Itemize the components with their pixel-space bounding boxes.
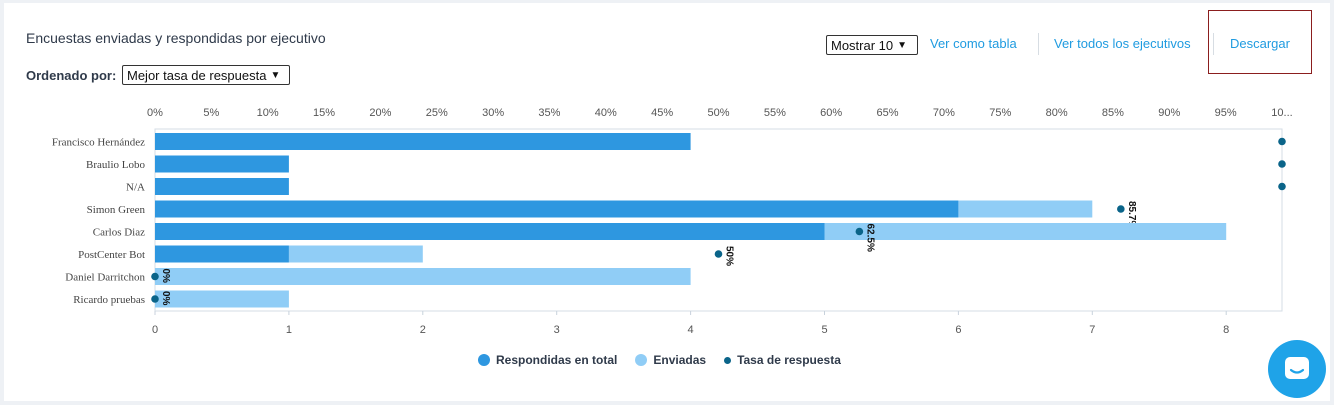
plot-area — [154, 128, 1283, 312]
top-tick-label: 70% — [933, 107, 955, 119]
top-tick-label: 50% — [707, 107, 729, 119]
bar-chart: 0% 5% 10% 15% 20% 25% 30% 35% 40% 45% 50% 55% 60% 65%… — [52, 107, 1293, 336]
top-tick-label: 5% — [203, 107, 219, 119]
rate-label: 62.5% — [864, 224, 875, 252]
chart-card: Encuestas enviadas y respondidas por eje… — [4, 3, 1330, 401]
legend-label: Tasa de respuesta — [737, 353, 841, 367]
chevron-down-icon: ▼ — [270, 69, 281, 81]
rate-label: 85.7% — [1126, 201, 1137, 229]
rate-point[interactable] — [1278, 182, 1286, 191]
rate-point[interactable] — [855, 227, 864, 236]
legend-swatch — [724, 356, 732, 364]
rate-point[interactable] — [151, 272, 159, 281]
x-tick-label: 8 — [1223, 324, 1229, 336]
rate-point[interactable] — [714, 250, 723, 258]
bar-respondidas[interactable] — [155, 178, 289, 195]
bar-enviadas[interactable] — [824, 223, 1227, 240]
top-tick-label: 15% — [313, 107, 335, 119]
view-all-link[interactable]: Ver todos los ejecutivos — [1054, 36, 1191, 51]
x-tick-label: 5 — [821, 324, 827, 336]
legend-swatch — [635, 354, 648, 366]
top-tick-label: 30% — [482, 107, 504, 119]
legend-swatch — [478, 354, 490, 366]
category-label: Braulio Lobo — [86, 159, 145, 171]
rate-point[interactable] — [1117, 205, 1125, 213]
sort-label: Ordenado por: — [26, 68, 117, 83]
download-highlight-box — [1208, 10, 1312, 74]
chart-title: Encuestas enviadas y respondidas por eje… — [26, 30, 326, 46]
top-tick-label: 25% — [426, 107, 448, 119]
view-table-link[interactable]: Ver como tabla — [930, 36, 1017, 51]
legend-item-enviadas[interactable]: Enviadas — [635, 353, 706, 367]
legend-item-tasa[interactable]: Tasa de respuesta — [724, 353, 841, 367]
rate-label: 0% — [160, 291, 171, 306]
x-tick-label: 3 — [554, 324, 560, 336]
category-label: N/A — [126, 182, 145, 194]
bar-enviadas[interactable] — [155, 268, 691, 285]
bar-enviadas[interactable] — [958, 200, 1093, 218]
rate-point[interactable] — [151, 295, 159, 303]
chevron-down-icon: ▼ — [897, 39, 908, 51]
bar-enviadas[interactable] — [288, 245, 423, 263]
top-tick-label: 20% — [369, 107, 391, 119]
download-link[interactable]: Descargar — [1230, 36, 1290, 51]
category-label: PostCenter Bot — [78, 249, 145, 261]
x-tick-label: 4 — [688, 324, 694, 336]
top-tick-label: 10... — [1271, 107, 1292, 119]
chart-legend: Respondidas en total Enviadas Tasa de re… — [478, 353, 841, 367]
top-tick-label: 45% — [651, 107, 673, 119]
top-tick-label: 60% — [820, 107, 842, 119]
top-tick-label: 10% — [257, 107, 279, 119]
top-tick-label: 0% — [147, 107, 163, 119]
top-tick-label: 75% — [989, 107, 1011, 119]
show-count-select[interactable]: Mostrar 10 ▼ — [826, 35, 918, 55]
legend-item-respondidas[interactable]: Respondidas en total — [478, 353, 617, 367]
x-tick-label: 6 — [955, 324, 961, 336]
category-label: Daniel Darritchon — [65, 272, 145, 284]
top-tick-label: 95% — [1215, 107, 1237, 119]
category-label: Carlos Diaz — [93, 227, 145, 239]
bar-respondidas[interactable] — [155, 155, 289, 173]
separator — [1038, 33, 1039, 55]
sort-select[interactable]: Mejor tasa de respuesta ▼ — [122, 65, 290, 85]
separator — [1213, 33, 1214, 55]
top-tick-label: 65% — [877, 107, 899, 119]
x-tick-label: 1 — [286, 324, 292, 336]
rate-point[interactable] — [1278, 160, 1286, 168]
top-tick-label: 35% — [538, 107, 560, 119]
category-label: Ricardo pruebas — [73, 294, 145, 306]
bar-respondidas[interactable] — [155, 223, 825, 240]
top-tick-label: 80% — [1046, 107, 1068, 119]
rate-point[interactable] — [1278, 137, 1286, 146]
x-tick-label: 7 — [1089, 324, 1095, 336]
legend-label: Respondidas en total — [496, 353, 618, 367]
rate-label: 50% — [724, 246, 735, 266]
category-label: Francisco Hernández — [52, 137, 145, 149]
bar-respondidas[interactable] — [155, 245, 289, 263]
category-label: Simon Green — [87, 204, 146, 216]
sort-value: Mejor tasa de respuesta — [127, 67, 267, 83]
show-count-value: Mostrar 10 — [831, 37, 894, 53]
top-tick-label: 55% — [764, 107, 786, 119]
bar-respondidas[interactable] — [155, 133, 691, 150]
x-tick-label: 0 — [152, 324, 158, 336]
bar-enviadas[interactable] — [155, 290, 289, 308]
legend-label: Enviadas — [653, 353, 707, 367]
chat-bubble-icon[interactable] — [1268, 340, 1326, 398]
top-tick-label: 90% — [1158, 107, 1180, 119]
rate-label: 0% — [160, 269, 171, 284]
top-tick-label: 85% — [1102, 107, 1124, 119]
x-tick-label: 2 — [420, 324, 426, 336]
top-tick-label: 40% — [595, 107, 617, 119]
bar-respondidas[interactable] — [155, 200, 959, 218]
